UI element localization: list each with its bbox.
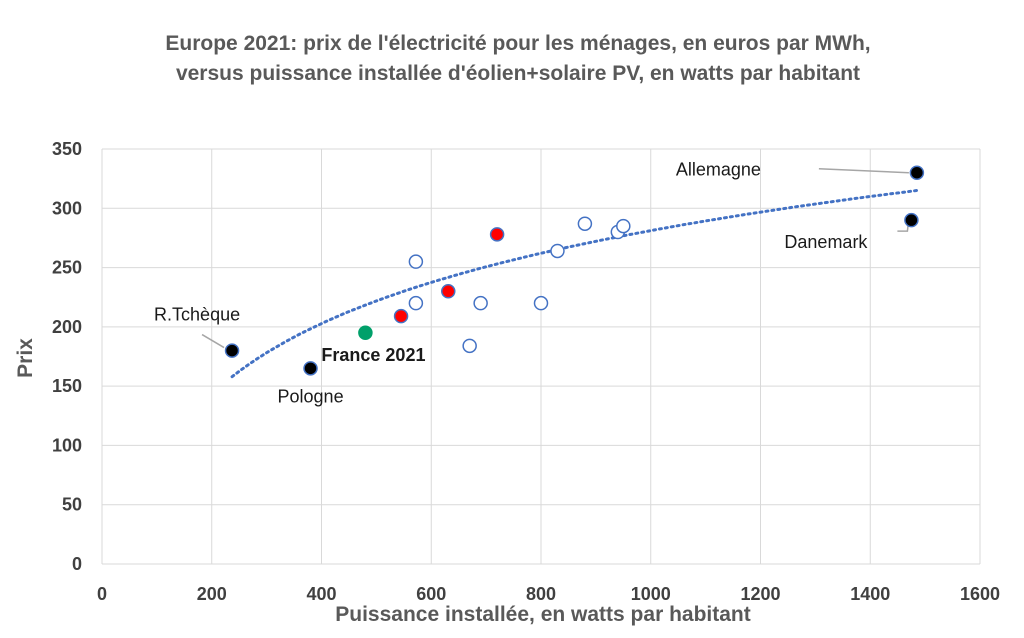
point-label: R.Tchèque [154,305,240,325]
y-tick-labels: 0 50 100 150 200 250 300 350 [52,139,82,574]
x-tick-label: 0 [97,584,107,604]
chart-title-line-2: versus puissance installée d'éolien+sola… [176,62,860,85]
point-label: France 2021 [321,345,425,365]
data-point [462,338,477,354]
data-point [473,295,488,311]
x-tick-label: 600 [416,584,446,604]
label-leader-lines [201,167,910,349]
data-point [408,254,424,269]
y-axis-title: Prix [14,338,37,378]
data-point [904,212,919,228]
point-label: Pologne [278,386,344,406]
y-tick-label: 150 [52,376,82,396]
data-point [441,284,456,299]
gridlines [101,148,981,565]
x-tick-label: 1000 [631,584,671,604]
data-point [533,295,549,311]
x-axis-title: Puissance installée, en watts par habita… [335,603,750,626]
x-tick-label: 1400 [850,584,890,604]
x-tick-label: 800 [526,584,556,604]
data-points [224,165,925,376]
y-tick-label: 0 [72,554,82,574]
x-tick-label: 1200 [740,584,780,604]
label-leader-line [201,333,225,349]
y-tick-label: 250 [52,258,82,278]
data-point [550,243,565,259]
y-tick-label: 300 [52,198,82,218]
data-point [303,361,318,376]
data-point [577,216,593,231]
y-tick-label: 350 [52,139,82,159]
y-tick-label: 200 [52,317,82,337]
point-label: Danemark [784,232,868,252]
x-tick-label: 400 [306,584,336,604]
data-point [616,218,631,234]
data-point [489,227,505,242]
data-point [358,325,373,341]
chart-title-line-1: Europe 2021: prix de l'électricité pour … [165,32,870,55]
x-tick-label: 200 [197,584,227,604]
data-point [224,343,240,358]
data-point [393,308,409,324]
x-tick-label: 1600 [960,584,1000,604]
y-tick-label: 50 [62,495,82,515]
label-leader-line [818,167,909,174]
y-tick-label: 100 [52,435,82,455]
data-point [408,295,424,311]
point-label: Allemagne [676,160,761,180]
data-point [909,165,925,180]
trendline [230,189,919,379]
point-labels: R.Tchèque Pologne France 2021 Danemark Allem… [154,160,868,407]
x-tick-labels: 0 200 400 600 800 1000 1200 1400 1600 [97,584,1000,604]
